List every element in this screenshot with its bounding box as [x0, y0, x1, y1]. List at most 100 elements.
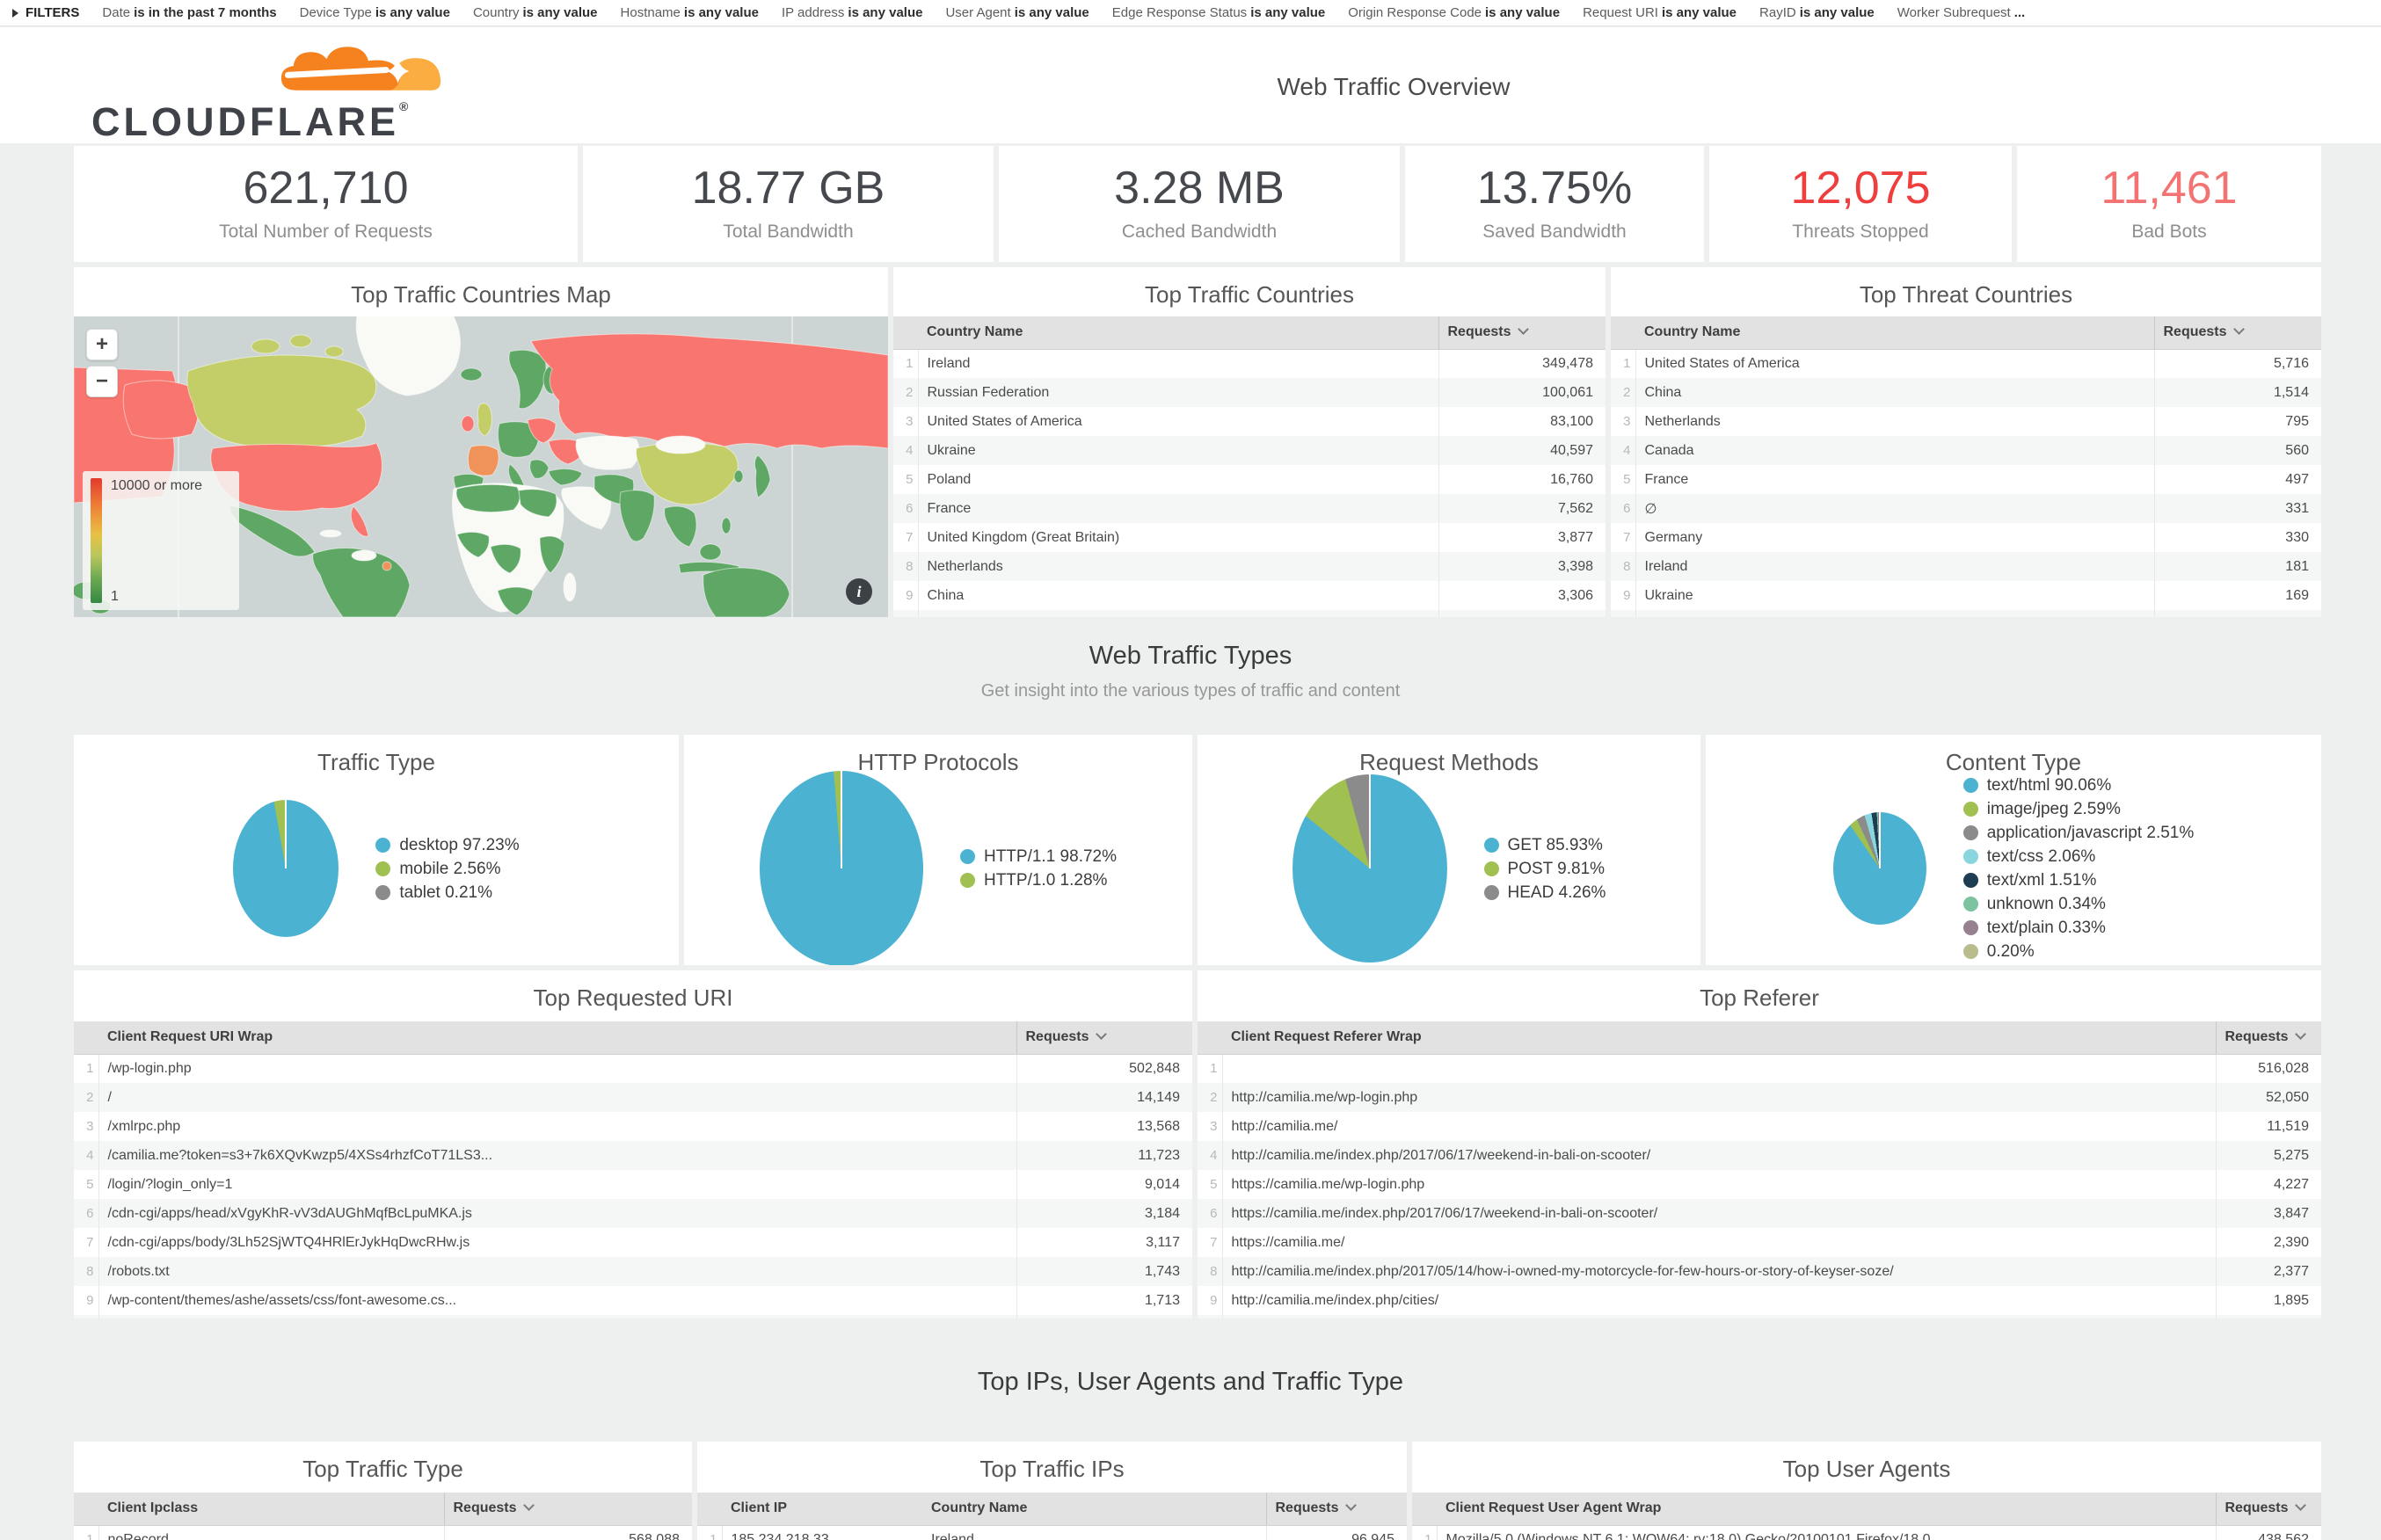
- info-icon[interactable]: i: [846, 578, 872, 605]
- filter-item[interactable]: IP address is any value: [781, 5, 923, 20]
- table-row[interactable]: 8 Netherlands 3,398: [893, 552, 1606, 581]
- table-row[interactable]: 8 Ireland 181: [1611, 552, 2321, 581]
- table-row[interactable]: 10http://camilia.me/index.php/about/1,47…: [1198, 1315, 2321, 1318]
- legend-item: GET 85.93%: [1483, 833, 1606, 857]
- column-header[interactable]: Country Name: [922, 1493, 1266, 1526]
- column-header[interactable]: Requests: [2153, 316, 2321, 350]
- table-row[interactable]: 6 France 7,562: [893, 494, 1606, 523]
- table-row[interactable]: 1 Ireland 349,478: [893, 349, 1606, 378]
- column-header[interactable]: Requests: [2215, 1493, 2321, 1526]
- column-header[interactable]: Client Ipclass: [98, 1493, 444, 1526]
- table-row[interactable]: 2 China 1,514: [1611, 378, 2321, 407]
- table-row[interactable]: 3 http://camilia.me/11,519: [1198, 1112, 2321, 1141]
- column-header[interactable]: Client Request User Agent Wrap: [1437, 1493, 2216, 1526]
- table-row[interactable]: 10/wp-content/themes/ashe/style.css?ver=…: [74, 1315, 1192, 1318]
- table-row[interactable]: 5 France 497: [1611, 465, 2321, 494]
- table-row[interactable]: 3 United States of America 83,100: [893, 407, 1606, 436]
- table-cell: Singapore: [1635, 610, 2154, 618]
- table-row[interactable]: 6 https://camilia.me/index.php/2017/06/17…: [1198, 1199, 2321, 1228]
- column-header[interactable]: Requests: [443, 1493, 692, 1526]
- content-type-pie-chart[interactable]: [1832, 812, 1926, 925]
- table-row[interactable]: 4 Canada 560: [1611, 436, 2321, 465]
- http-protocols-pie-chart[interactable]: [759, 771, 923, 965]
- table-cell: 1,713: [1016, 1286, 1192, 1315]
- map-zoom-out-button[interactable]: −: [86, 366, 118, 397]
- column-header[interactable]: Client Request URI Wrap: [98, 1021, 1016, 1055]
- table-row[interactable]: 2 http://camilia.me/wp-login.php 52,050: [1198, 1083, 2321, 1112]
- table-cell: /cdn-cgi/apps/head/xVgyKhR-vV3dAUGhMqfBc…: [107, 1205, 472, 1221]
- column-header[interactable]: Country Name: [1635, 316, 2154, 350]
- filter-item[interactable]: Device Type is any value: [299, 5, 450, 20]
- column-header[interactable]: Client Request Referer Wrap: [1222, 1021, 2216, 1055]
- table-row[interactable]: 1 185.234.218.33 Ireland 96,945: [697, 1525, 1407, 1540]
- column-header[interactable]: Requests: [1016, 1021, 1192, 1055]
- map-zoom-in-button[interactable]: +: [86, 329, 118, 360]
- table-cell: 5,275: [2215, 1141, 2321, 1170]
- legend-item: text/html 90.06%: [1962, 774, 2195, 797]
- column-header[interactable]: Requests: [2215, 1021, 2321, 1055]
- top-requested-uri-card: Top Requested URI Client Request URI Wra…: [74, 970, 1192, 1318]
- table-row[interactable]: 10Singapore158: [1611, 610, 2321, 617]
- table-row[interactable]: 1 516,028: [1198, 1054, 2321, 1083]
- legend-item: mobile 2.56%: [375, 857, 519, 881]
- table-cell: 1,895: [2215, 1286, 2321, 1315]
- table-row[interactable]: 1 United States of America 5,716: [1611, 349, 2321, 378]
- traffic-type-table: Client Ipclass Requests 1 noRecord 568,088: [74, 1493, 692, 1540]
- table-cell: http://camilia.me/index.php/cities/: [1231, 1292, 1439, 1308]
- filter-item[interactable]: Origin Response Code is any value: [1348, 5, 1561, 20]
- table-row[interactable]: 7/cdn-cgi/apps/body/3Lh52SjWTQ4HRlErJykH…: [74, 1228, 1192, 1257]
- legend-item: tablet 0.21%: [375, 881, 519, 904]
- table-row[interactable]: 7 Germany 330: [1611, 523, 2321, 552]
- table-row[interactable]: 1 Mozilla/5.0 (Windows NT 6.1; WOW64; rv:…: [1412, 1525, 2321, 1540]
- table-row[interactable]: 5/login/?login_only=1 9,014: [74, 1170, 1192, 1199]
- filter-item[interactable]: Request URI is any value: [1583, 5, 1737, 20]
- section-title: Web Traffic Types: [1089, 642, 1292, 670]
- table-row[interactable]: 3 Netherlands 795: [1611, 407, 2321, 436]
- table-row[interactable]: 6 ∅ 331: [1611, 494, 2321, 523]
- table-row[interactable]: 1 noRecord 568,088: [74, 1525, 692, 1540]
- table-row[interactable]: 9/wp-content/themes/ashe/assets/css/font…: [74, 1286, 1192, 1315]
- filter-item[interactable]: Edge Response Status is any value: [1111, 5, 1326, 20]
- table-row[interactable]: 4 Ukraine 40,597: [893, 436, 1606, 465]
- filter-item[interactable]: Country is any value: [472, 5, 598, 20]
- table-row[interactable]: 3/xmlrpc.php 13,568: [74, 1112, 1192, 1141]
- table-row[interactable]: 7 https://camilia.me/2,390: [1198, 1228, 2321, 1257]
- column-header[interactable]: Country Name: [918, 316, 1438, 350]
- table-row[interactable]: 10Canada3,215: [893, 610, 1606, 617]
- table-cell: http://camilia.me/: [1231, 1118, 1338, 1134]
- column-header[interactable]: Requests: [1265, 1493, 1407, 1526]
- filter-item[interactable]: Worker Subrequest...: [1897, 5, 2026, 20]
- table-row[interactable]: 7 United Kingdom (Great Britain) 3,877: [893, 523, 1606, 552]
- table-row[interactable]: 9 Ukraine 169: [1611, 581, 2321, 610]
- table-row[interactable]: 9 http://camilia.me/index.php/cities/1,89…: [1198, 1286, 2321, 1315]
- table-row[interactable]: 8/robots.txt 1,743: [74, 1257, 1192, 1286]
- traffic-type-pie-chart[interactable]: [233, 800, 339, 937]
- table-row[interactable]: 6/cdn-cgi/apps/head/xVgyKhR-vV3dAUGhMqfB…: [74, 1199, 1192, 1228]
- table-cell: Ukraine: [1644, 587, 1693, 603]
- column-header[interactable]: Requests: [1438, 316, 1606, 350]
- request-methods-pie-chart[interactable]: [1292, 774, 1447, 962]
- filters-toggle[interactable]: FILTERS: [12, 5, 79, 20]
- table-cell: 181: [2153, 552, 2321, 581]
- table-row[interactable]: 5 https://camilia.me/wp-login.php 4,227: [1198, 1170, 2321, 1199]
- table-row[interactable]: 1/wp-login.php 502,848: [74, 1054, 1192, 1083]
- filter-item[interactable]: Date is in the past 7 months: [102, 5, 277, 20]
- table-row[interactable]: 5 Poland 16,760: [893, 465, 1606, 494]
- top-referer-table: Client Request Referer Wrap Requests 1 516,…: [1198, 1021, 2321, 1318]
- table-cell: /wp-content/themes/ashe/assets/css/font-…: [107, 1292, 457, 1308]
- table-row[interactable]: 8 http://camilia.me/index.php/2017/05/14/…: [1198, 1257, 2321, 1286]
- table-cell: /cdn-cgi/apps/body/3Lh52SjWTQ4HRlErJykHq…: [107, 1234, 470, 1250]
- world-map[interactable]: + − 10000 or more 1 i: [74, 316, 888, 617]
- table-row[interactable]: 4/camilia.me?token=s3+7k6XQvKwzp5/4XSs4r…: [74, 1141, 1192, 1170]
- table-row[interactable]: 2/14,149: [74, 1083, 1192, 1112]
- filter-item[interactable]: User Agent is any value: [945, 5, 1089, 20]
- filter-item[interactable]: Hostname is any value: [620, 5, 759, 20]
- content-type-legend: text/html 90.06% image/jpeg 2.59% applicat…: [1962, 774, 2195, 963]
- column-header[interactable]: Client IP: [722, 1493, 922, 1526]
- filter-item[interactable]: RayID is any value: [1759, 5, 1875, 20]
- table-row[interactable]: 2 Russian Federation 100,061: [893, 378, 1606, 407]
- table-cell: Russian Federation: [927, 384, 1050, 400]
- table-row[interactable]: 9 China 3,306: [893, 581, 1606, 610]
- table-row[interactable]: 4 http://camilia.me/index.php/2017/06/17/…: [1198, 1141, 2321, 1170]
- table-cell: United States of America: [927, 413, 1082, 429]
